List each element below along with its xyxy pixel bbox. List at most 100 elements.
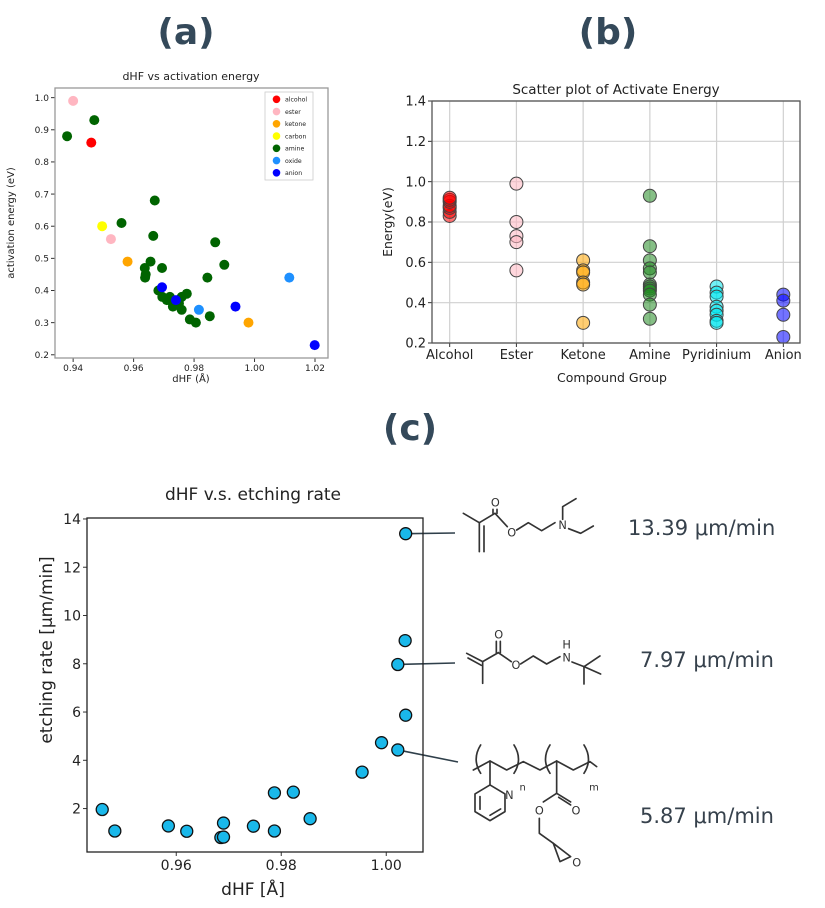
y-axis-label: Energy(eV): [380, 187, 395, 257]
x-tick-label: 0.96: [161, 858, 192, 874]
data-point-carbon: [97, 221, 108, 232]
x-tick-label: Anion: [765, 348, 802, 363]
y-tick-label: 4: [72, 753, 81, 769]
y-tick-label: 0.4: [405, 296, 426, 311]
plot-frame: [86, 517, 424, 853]
y-tick-label: 0.6: [35, 222, 50, 232]
data-point-ketone: [576, 277, 591, 292]
y-tick-label: 0.3: [35, 319, 49, 329]
panel-label-c: (c): [382, 408, 438, 449]
data-point-oxide: [193, 304, 204, 315]
legend-label: amine: [285, 146, 304, 153]
atom-n: N: [505, 788, 513, 802]
data-point-alcohol: [442, 190, 457, 205]
atom-o: O: [512, 658, 521, 672]
x-axis-label: dHF (Å): [172, 372, 210, 385]
data-point-ketone: [122, 256, 133, 267]
data-point-amine: [210, 237, 221, 248]
legend-label: carbon: [285, 133, 306, 140]
data-point-ester: [509, 263, 524, 278]
legend-label: alcohol: [285, 97, 307, 104]
data-point-ketone: [576, 315, 591, 330]
y-tick-label: 0.7: [35, 190, 49, 200]
y-tick-label: 8: [72, 657, 81, 673]
data-point: [161, 819, 176, 833]
x-tick-label: Amine: [629, 348, 670, 363]
legend: alcohol ester ketone carbon amine oxide anion: [264, 91, 314, 181]
x-tick-label: 1.00: [245, 364, 265, 374]
legend-marker-ester: [272, 107, 281, 116]
data-point-amine: [62, 131, 73, 142]
data-point-amine: [642, 239, 657, 254]
data-point: [355, 765, 369, 779]
data-point: [399, 527, 413, 541]
y-tick-label: 0.9: [35, 126, 50, 136]
subscript-m: m: [589, 782, 599, 793]
chart-c-dhf-vs-etching-rate: dHF v.s. etching rate 2 4 6 8 10 12 14 0.96 0.98 1…: [37, 485, 459, 900]
annotation-leader-line: [397, 662, 456, 666]
chart-title: Scatter plot of Activate Energy: [512, 82, 719, 98]
data-point-anion: [230, 301, 241, 312]
x-axis-label: Compound Group: [557, 370, 667, 385]
subscript-n: n: [519, 782, 525, 793]
data-point: [108, 824, 122, 838]
data-point-anion: [776, 329, 791, 343]
structure-3-drawing: N O O O n m: [472, 744, 599, 869]
y-tick-label: 0.8: [35, 158, 50, 168]
panel-label-a: (a): [157, 12, 215, 53]
data-point-ester: [68, 95, 79, 106]
legend-marker-carbon: [272, 132, 281, 140]
legend-marker-ketone: [272, 120, 281, 128]
x-tick-label: 0.94: [63, 364, 83, 374]
structure-1-drawing: O O N: [462, 495, 595, 553]
data-point-anion: [309, 340, 320, 351]
data-point-anion: [157, 282, 168, 293]
etching-rate-label-3: 5.87 μm/min: [640, 804, 774, 828]
data-point-anion: [776, 307, 791, 322]
y-tick-label: 0.6: [405, 256, 426, 271]
data-point-ester: [509, 235, 524, 250]
x-axis-label: dHF [Å]: [221, 878, 285, 900]
data-points: [62, 95, 320, 351]
data-point: [286, 785, 300, 799]
legend-label: ester: [285, 109, 301, 116]
data-point: [374, 736, 389, 750]
data-point: [391, 657, 405, 672]
data-point-amine: [642, 188, 657, 203]
data-point-amine: [204, 311, 215, 322]
data-points: [95, 527, 413, 845]
data-point-amine: [642, 265, 657, 280]
panel-label-b: (b): [578, 12, 638, 53]
x-tick-label: 0.96: [124, 364, 144, 374]
data-point-pyridinium: [709, 315, 724, 330]
y-tick-label: 6: [72, 705, 81, 721]
annotation-leader-line: [397, 749, 459, 763]
y-tick-label: 10: [63, 609, 81, 625]
data-point-ester: [105, 234, 116, 245]
data-point: [95, 802, 109, 817]
data-point-ketone: [243, 317, 254, 328]
y-tick-label: 0.2: [405, 337, 426, 352]
atom-o: O: [535, 804, 544, 818]
atom-h: H: [562, 637, 571, 651]
plot-frame: [54, 87, 329, 359]
data-point-amine: [642, 311, 657, 326]
data-point-amine: [176, 304, 187, 315]
data-point: [267, 824, 282, 838]
data-point: [399, 708, 413, 722]
x-tick-label: 0.98: [184, 364, 204, 374]
chart-title: dHF v.s. etching rate: [165, 485, 341, 505]
x-tick-label: 1.00: [371, 858, 402, 874]
legend-label: ketone: [285, 121, 306, 128]
data-point: [246, 819, 261, 833]
atom-o: O: [494, 627, 503, 641]
data-point: [391, 743, 405, 757]
atom-n: N: [558, 518, 566, 532]
x-tick-label: 0.98: [266, 858, 297, 874]
data-point-amine: [219, 259, 230, 270]
y-tick-label: 0.4: [35, 287, 50, 297]
y-tick-label: 1.0: [405, 175, 426, 190]
chart-b-activate-energy-by-group: Scatter plot of Activate Energy 0.2 0.4 0.6…: [380, 82, 802, 385]
legend-label: oxide: [285, 158, 302, 165]
